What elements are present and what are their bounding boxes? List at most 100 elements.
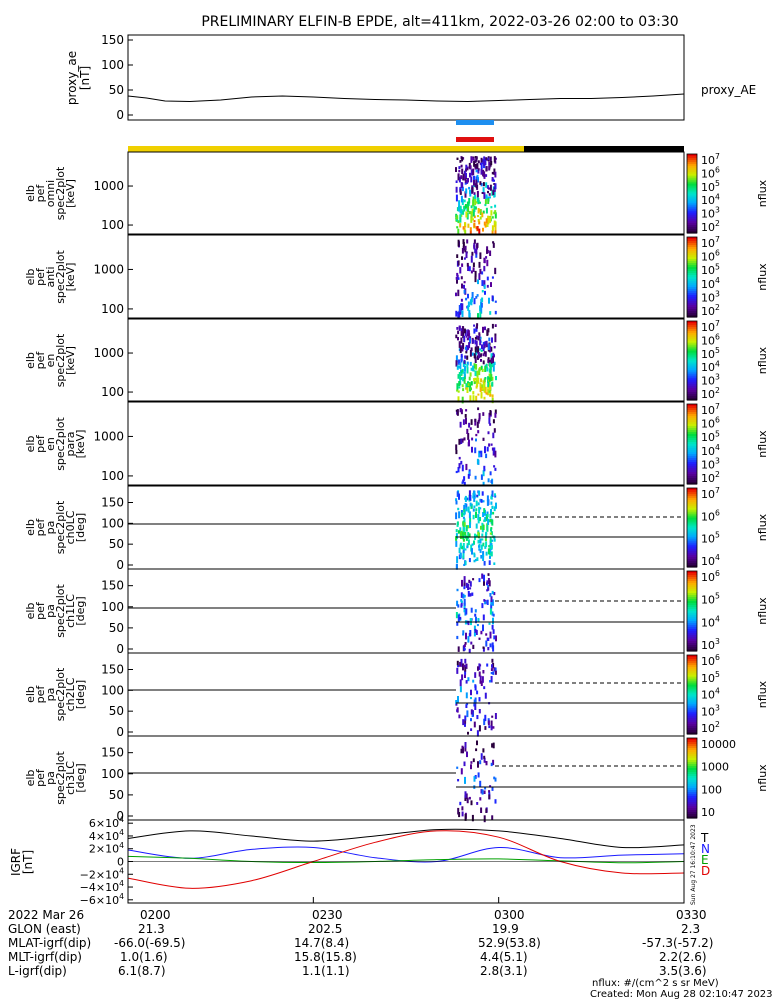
spectrogram-pixel — [489, 544, 492, 550]
spectrogram-pixel — [464, 495, 467, 502]
colorbar-cell — [687, 384, 697, 387]
spectrogram-pixel — [462, 516, 465, 519]
spectrogram-pixel — [486, 599, 489, 605]
colorbar-cell — [687, 225, 697, 228]
spectrogram-pixel — [468, 422, 471, 428]
spectrogram-pixel — [466, 428, 469, 434]
spectrogram-pixel — [469, 518, 472, 525]
colorbar-cell — [687, 810, 697, 813]
spectrogram-pixel — [471, 185, 474, 189]
spectrogram-pixel — [465, 351, 468, 354]
colorbar-cell — [687, 434, 697, 437]
colorbar-cell — [687, 478, 697, 481]
colorbar-cell — [687, 406, 697, 409]
spectrogram-pixel — [464, 719, 467, 724]
spectrogram-pixel — [459, 310, 462, 315]
spectrogram-pixel — [479, 354, 482, 358]
spectrogram-pixel — [478, 725, 481, 732]
spectrogram-pixel — [459, 159, 462, 163]
ytick-label: 150 — [101, 663, 124, 677]
colorbar-cell — [687, 396, 697, 399]
spectrogram-pixel — [491, 642, 494, 649]
spectrogram-pixel — [490, 551, 493, 557]
spectrogram-pixel — [481, 212, 484, 218]
colorbar-cell — [687, 185, 697, 189]
colorbar-cell — [687, 655, 697, 658]
spectrogram-pixel — [488, 622, 491, 625]
spectrogram-pixel — [462, 173, 465, 181]
spectrogram-pixel — [486, 511, 489, 516]
spectrogram-pixel — [489, 608, 492, 615]
spectrogram-pixel — [491, 815, 494, 821]
spectrogram-pixel — [477, 618, 480, 622]
spectrogram-pixel — [468, 579, 471, 584]
spectrogram-pixel — [468, 439, 470, 447]
igrf-ytick-label: −4×104 — [80, 879, 124, 894]
colorbar-cell — [687, 589, 697, 592]
spectrogram-pixel — [456, 660, 459, 666]
ytick-label: 100 — [101, 385, 124, 399]
ytick-label: 0 — [116, 809, 124, 823]
spectrogram-pixel — [494, 450, 497, 458]
spectrogram-pixel — [460, 195, 463, 203]
colorbar-cell — [687, 430, 697, 433]
spectrogram-pixel — [476, 325, 478, 329]
spectrogram-pixel — [483, 686, 486, 690]
spectrogram-pixel — [492, 759, 495, 766]
spectrogram-pixel — [491, 599, 494, 606]
spectrogram-pixel — [469, 349, 472, 357]
spectrogram-pixel — [469, 361, 472, 366]
colorbar-cell — [687, 358, 697, 362]
colorbar-cell — [687, 187, 697, 191]
spectrogram-pixel — [473, 324, 476, 327]
spectrogram-pixel — [462, 479, 465, 483]
spectrogram-pixel — [488, 417, 491, 424]
spectrogram-pixel — [467, 345, 469, 350]
colorbar-cell — [687, 442, 697, 445]
colorbar-cell — [687, 501, 697, 505]
spectrogram-pixel — [474, 248, 477, 254]
colorbar-cell — [687, 315, 697, 318]
spectrogram-pixel — [485, 808, 488, 813]
spectrogram-pixel — [466, 364, 469, 368]
spectrogram-pixel — [465, 793, 468, 799]
spectrogram-pixel — [480, 544, 483, 550]
spectrogram-pixel — [482, 412, 485, 416]
spectrogram-pixel — [488, 725, 491, 729]
colorbar-tick-label: 103 — [701, 373, 720, 388]
spectrogram-pixel — [461, 283, 463, 289]
spectrogram-pixel — [463, 761, 466, 767]
spectrogram-pixel — [492, 726, 495, 729]
spectrogram-pixel — [461, 512, 464, 517]
colorbar-cell — [687, 167, 697, 171]
colorbar-tick-label: 107 — [701, 486, 720, 501]
spectrogram-pixel — [477, 313, 479, 319]
spectrogram-pixel — [474, 165, 477, 168]
spectrogram-pixel — [463, 531, 466, 536]
spectrogram-pixel — [465, 383, 468, 390]
colorbar-cell — [687, 338, 697, 342]
colorbar-cell — [687, 593, 697, 596]
spectrogram-pixel — [460, 460, 463, 465]
spectrogram-pixel — [482, 360, 485, 365]
spectrogram-pixel — [464, 182, 467, 185]
colorbar-cell — [687, 195, 697, 199]
spectrogram-pixel — [480, 365, 483, 371]
colorbar-cell — [687, 521, 697, 525]
spectrogram-pixel — [478, 273, 481, 280]
colorbar-cell — [687, 241, 697, 244]
spectrogram-pixel — [489, 785, 492, 788]
spectrogram-pixel — [470, 800, 473, 806]
spectrogram-pixel — [470, 270, 473, 274]
spectrogram-pixel — [483, 468, 486, 472]
colorbar-cell — [687, 706, 697, 709]
colorbar-cell — [687, 563, 697, 566]
spectrogram-pixel — [471, 446, 473, 453]
spectrogram-pixel — [472, 267, 475, 272]
colorbar-cell — [687, 738, 697, 741]
spectrogram-pixel — [464, 180, 467, 183]
spectrogram-pixel — [460, 358, 463, 363]
spectrogram-pixel — [458, 493, 460, 500]
colorbar-cell — [687, 750, 697, 753]
spectrogram-pixel — [476, 421, 479, 428]
